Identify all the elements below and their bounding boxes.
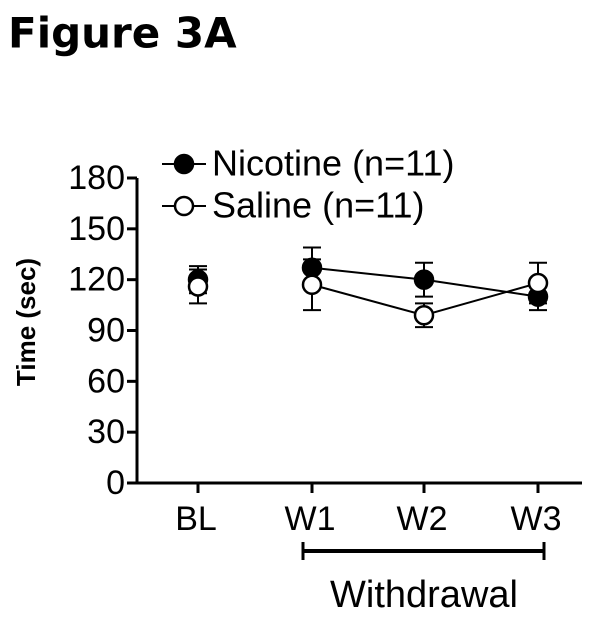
x-tick-label: BL (175, 500, 217, 538)
marker (413, 269, 435, 290)
marker (301, 257, 323, 279)
legend-label: Saline (n=11) (212, 185, 424, 226)
x-tick-label: W1 (285, 500, 336, 538)
y-tick-label: 120 (68, 261, 125, 299)
marker (527, 272, 549, 294)
y-tick-label: 180 (68, 159, 125, 197)
y-axis-label: Time (sec) (11, 258, 41, 386)
y-tick-label: 30 (87, 413, 125, 451)
bracket-label: Withdrawal (330, 574, 518, 616)
marker (413, 305, 435, 326)
marker (187, 276, 209, 297)
legend-label: Nicotine (n=11) (212, 143, 454, 184)
y-tick-label: 150 (68, 210, 125, 248)
marker (301, 274, 323, 295)
y-tick-label: 90 (87, 311, 125, 349)
y-tick-label: 60 (87, 362, 125, 400)
y-tick-label: 0 (106, 464, 125, 502)
legend-marker (173, 195, 195, 217)
figure-label: Figure 3A (8, 9, 237, 58)
x-tick-label: W3 (511, 500, 562, 538)
legend-marker (173, 153, 195, 175)
x-tick-label: W2 (397, 500, 448, 538)
